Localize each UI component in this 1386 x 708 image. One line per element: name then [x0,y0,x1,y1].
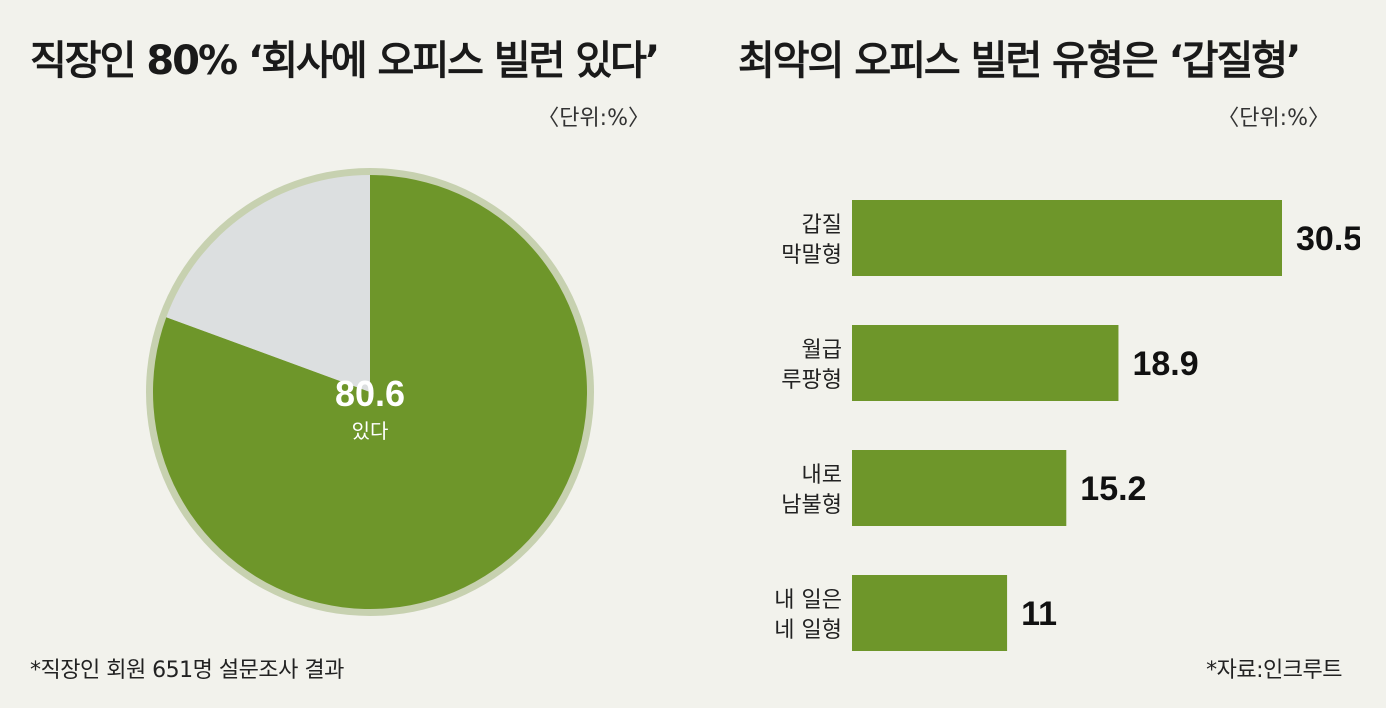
pie-category-label: 있다 [352,420,389,443]
bar-category-label: 막말형 [781,243,842,268]
bar-category-label: 갑질 [802,213,842,238]
bar-1 [852,325,1119,401]
bar-value-label: 15.2 [1080,470,1146,508]
right-unit-label: 〈단위:%〉 [1217,106,1330,131]
bar-0 [852,200,1282,276]
bar-category-label: 루팡형 [781,368,842,393]
bar-value-label: 18.9 [1132,345,1198,383]
pie-value-label: 80.6 [335,373,405,414]
bar-2 [852,450,1067,526]
pie-chart: 80.6 있다 [146,168,594,616]
survey-footnote: *직장인 회원 651명 설문조사 결과 [30,658,344,683]
bar-category-label: 월급 [802,338,842,363]
pie-slice-0 [152,175,587,609]
bar-category-label: 내 일은 [774,588,842,613]
bar-value-label: 30.5 [1296,220,1360,258]
left-unit-label: 〈단위:%〉 [537,106,650,131]
bar-category-label: 내로 [802,463,842,488]
bar-value-label: 11 [1021,595,1057,633]
bar-3 [852,575,1008,651]
bar-category-label: 네 일형 [774,618,842,643]
source-note: *자료:인크루트 [1206,658,1342,683]
pie-slice-1 [166,175,370,392]
right-chart-title: 최악의 오피스 빌런 유형은 ‘갑질형’ [738,38,1301,84]
bar-category-label: 남불형 [781,493,842,518]
left-chart-title: 직장인 80% ‘회사에 오피스 빌런 있다’ [30,38,660,84]
